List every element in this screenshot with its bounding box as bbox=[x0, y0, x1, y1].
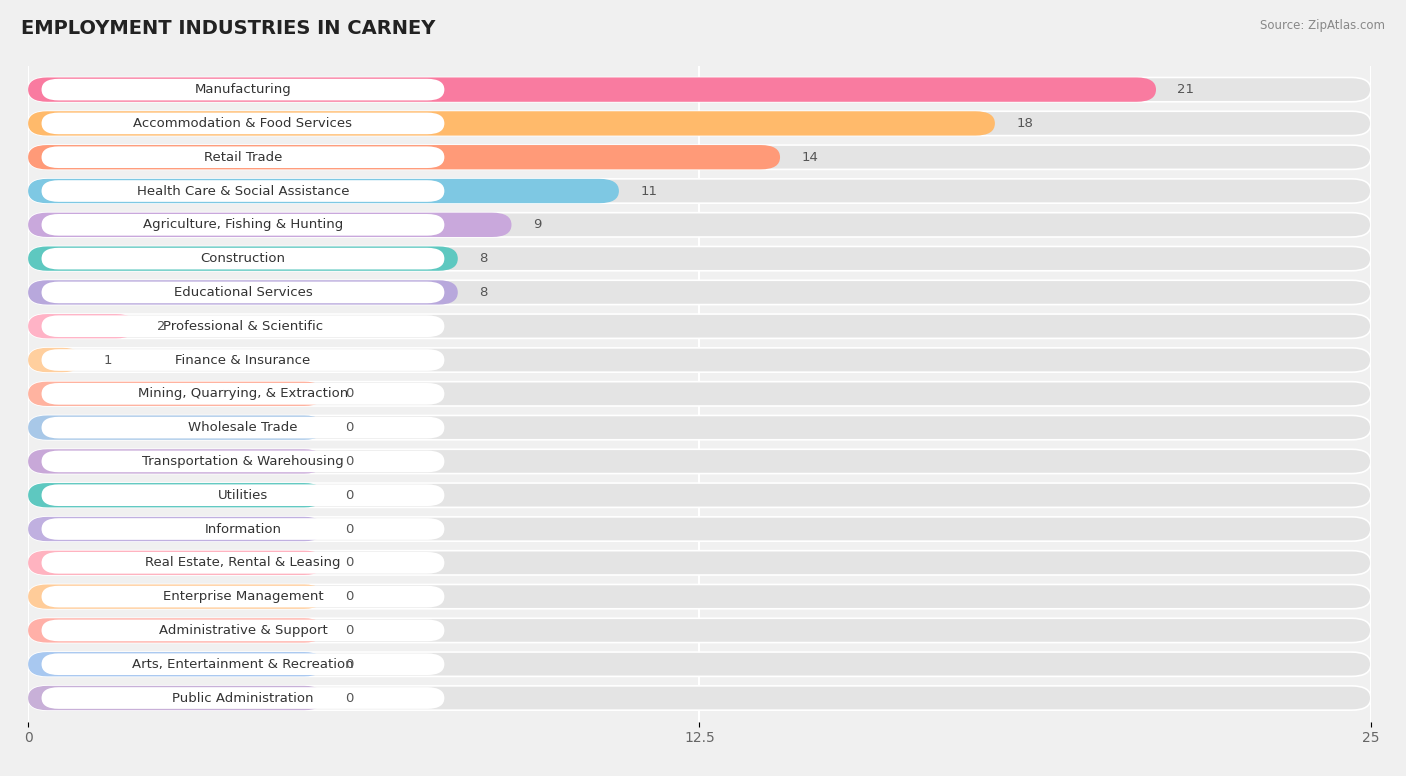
FancyBboxPatch shape bbox=[28, 314, 1371, 338]
Text: Construction: Construction bbox=[201, 252, 285, 265]
Text: Transportation & Warehousing: Transportation & Warehousing bbox=[142, 455, 344, 468]
FancyBboxPatch shape bbox=[42, 248, 444, 269]
FancyBboxPatch shape bbox=[28, 348, 1371, 372]
FancyBboxPatch shape bbox=[28, 686, 323, 710]
Text: Real Estate, Rental & Leasing: Real Estate, Rental & Leasing bbox=[145, 556, 340, 570]
Text: 18: 18 bbox=[1017, 117, 1033, 130]
Text: 0: 0 bbox=[344, 387, 353, 400]
Text: Health Care & Social Assistance: Health Care & Social Assistance bbox=[136, 185, 349, 198]
FancyBboxPatch shape bbox=[28, 111, 995, 136]
FancyBboxPatch shape bbox=[28, 449, 323, 473]
Text: Manufacturing: Manufacturing bbox=[194, 83, 291, 96]
FancyBboxPatch shape bbox=[28, 213, 512, 237]
FancyBboxPatch shape bbox=[42, 586, 444, 608]
Text: 0: 0 bbox=[344, 658, 353, 670]
FancyBboxPatch shape bbox=[28, 111, 1371, 136]
FancyBboxPatch shape bbox=[28, 247, 1371, 271]
FancyBboxPatch shape bbox=[28, 178, 1371, 203]
Text: Agriculture, Fishing & Hunting: Agriculture, Fishing & Hunting bbox=[143, 218, 343, 231]
Text: 14: 14 bbox=[801, 151, 818, 164]
FancyBboxPatch shape bbox=[42, 484, 444, 506]
FancyBboxPatch shape bbox=[28, 618, 1371, 643]
FancyBboxPatch shape bbox=[42, 79, 444, 100]
FancyBboxPatch shape bbox=[42, 315, 444, 337]
Text: 0: 0 bbox=[344, 624, 353, 637]
Text: 11: 11 bbox=[640, 185, 658, 198]
FancyBboxPatch shape bbox=[42, 349, 444, 371]
FancyBboxPatch shape bbox=[28, 517, 323, 541]
Text: 1: 1 bbox=[103, 354, 112, 366]
FancyBboxPatch shape bbox=[28, 584, 323, 609]
Text: 0: 0 bbox=[344, 556, 353, 570]
Text: Professional & Scientific: Professional & Scientific bbox=[163, 320, 323, 333]
FancyBboxPatch shape bbox=[28, 348, 82, 372]
FancyBboxPatch shape bbox=[42, 451, 444, 473]
FancyBboxPatch shape bbox=[28, 314, 135, 338]
Text: 8: 8 bbox=[479, 286, 488, 299]
FancyBboxPatch shape bbox=[42, 619, 444, 641]
FancyBboxPatch shape bbox=[28, 483, 323, 508]
FancyBboxPatch shape bbox=[28, 213, 1371, 237]
FancyBboxPatch shape bbox=[42, 282, 444, 303]
FancyBboxPatch shape bbox=[28, 247, 458, 271]
Text: Administrative & Support: Administrative & Support bbox=[159, 624, 328, 637]
FancyBboxPatch shape bbox=[28, 178, 619, 203]
FancyBboxPatch shape bbox=[42, 688, 444, 708]
Text: 21: 21 bbox=[1177, 83, 1195, 96]
Text: Mining, Quarrying, & Extraction: Mining, Quarrying, & Extraction bbox=[138, 387, 349, 400]
FancyBboxPatch shape bbox=[28, 145, 780, 169]
FancyBboxPatch shape bbox=[28, 145, 1371, 169]
FancyBboxPatch shape bbox=[42, 214, 444, 236]
Text: Accommodation & Food Services: Accommodation & Food Services bbox=[134, 117, 353, 130]
FancyBboxPatch shape bbox=[28, 280, 1371, 305]
FancyBboxPatch shape bbox=[28, 382, 1371, 406]
Text: 0: 0 bbox=[344, 489, 353, 502]
FancyBboxPatch shape bbox=[42, 653, 444, 675]
Text: Source: ZipAtlas.com: Source: ZipAtlas.com bbox=[1260, 19, 1385, 33]
FancyBboxPatch shape bbox=[28, 78, 1371, 102]
FancyBboxPatch shape bbox=[42, 552, 444, 573]
Text: EMPLOYMENT INDUSTRIES IN CARNEY: EMPLOYMENT INDUSTRIES IN CARNEY bbox=[21, 19, 436, 38]
Text: 2: 2 bbox=[157, 320, 166, 333]
FancyBboxPatch shape bbox=[28, 280, 458, 305]
Text: 0: 0 bbox=[344, 455, 353, 468]
Text: 9: 9 bbox=[533, 218, 541, 231]
FancyBboxPatch shape bbox=[28, 652, 323, 677]
Text: Retail Trade: Retail Trade bbox=[204, 151, 283, 164]
FancyBboxPatch shape bbox=[28, 78, 1156, 102]
Text: Arts, Entertainment & Recreation: Arts, Entertainment & Recreation bbox=[132, 658, 354, 670]
FancyBboxPatch shape bbox=[28, 483, 1371, 508]
Text: 0: 0 bbox=[344, 590, 353, 603]
FancyBboxPatch shape bbox=[28, 584, 1371, 609]
FancyBboxPatch shape bbox=[28, 618, 323, 643]
Text: 0: 0 bbox=[344, 522, 353, 535]
FancyBboxPatch shape bbox=[42, 417, 444, 438]
FancyBboxPatch shape bbox=[28, 652, 1371, 677]
Text: Enterprise Management: Enterprise Management bbox=[163, 590, 323, 603]
Text: 0: 0 bbox=[344, 691, 353, 705]
FancyBboxPatch shape bbox=[28, 551, 323, 575]
Text: 8: 8 bbox=[479, 252, 488, 265]
Text: Educational Services: Educational Services bbox=[173, 286, 312, 299]
Text: Utilities: Utilities bbox=[218, 489, 269, 502]
FancyBboxPatch shape bbox=[28, 382, 323, 406]
FancyBboxPatch shape bbox=[42, 383, 444, 404]
FancyBboxPatch shape bbox=[28, 686, 1371, 710]
FancyBboxPatch shape bbox=[28, 415, 1371, 440]
FancyBboxPatch shape bbox=[42, 113, 444, 134]
Text: Information: Information bbox=[204, 522, 281, 535]
FancyBboxPatch shape bbox=[42, 180, 444, 202]
FancyBboxPatch shape bbox=[28, 517, 1371, 541]
Text: Finance & Insurance: Finance & Insurance bbox=[176, 354, 311, 366]
FancyBboxPatch shape bbox=[28, 449, 1371, 473]
Text: 0: 0 bbox=[344, 421, 353, 434]
FancyBboxPatch shape bbox=[28, 415, 323, 440]
FancyBboxPatch shape bbox=[42, 147, 444, 168]
Text: Public Administration: Public Administration bbox=[172, 691, 314, 705]
FancyBboxPatch shape bbox=[28, 551, 1371, 575]
FancyBboxPatch shape bbox=[42, 518, 444, 540]
Text: Wholesale Trade: Wholesale Trade bbox=[188, 421, 298, 434]
